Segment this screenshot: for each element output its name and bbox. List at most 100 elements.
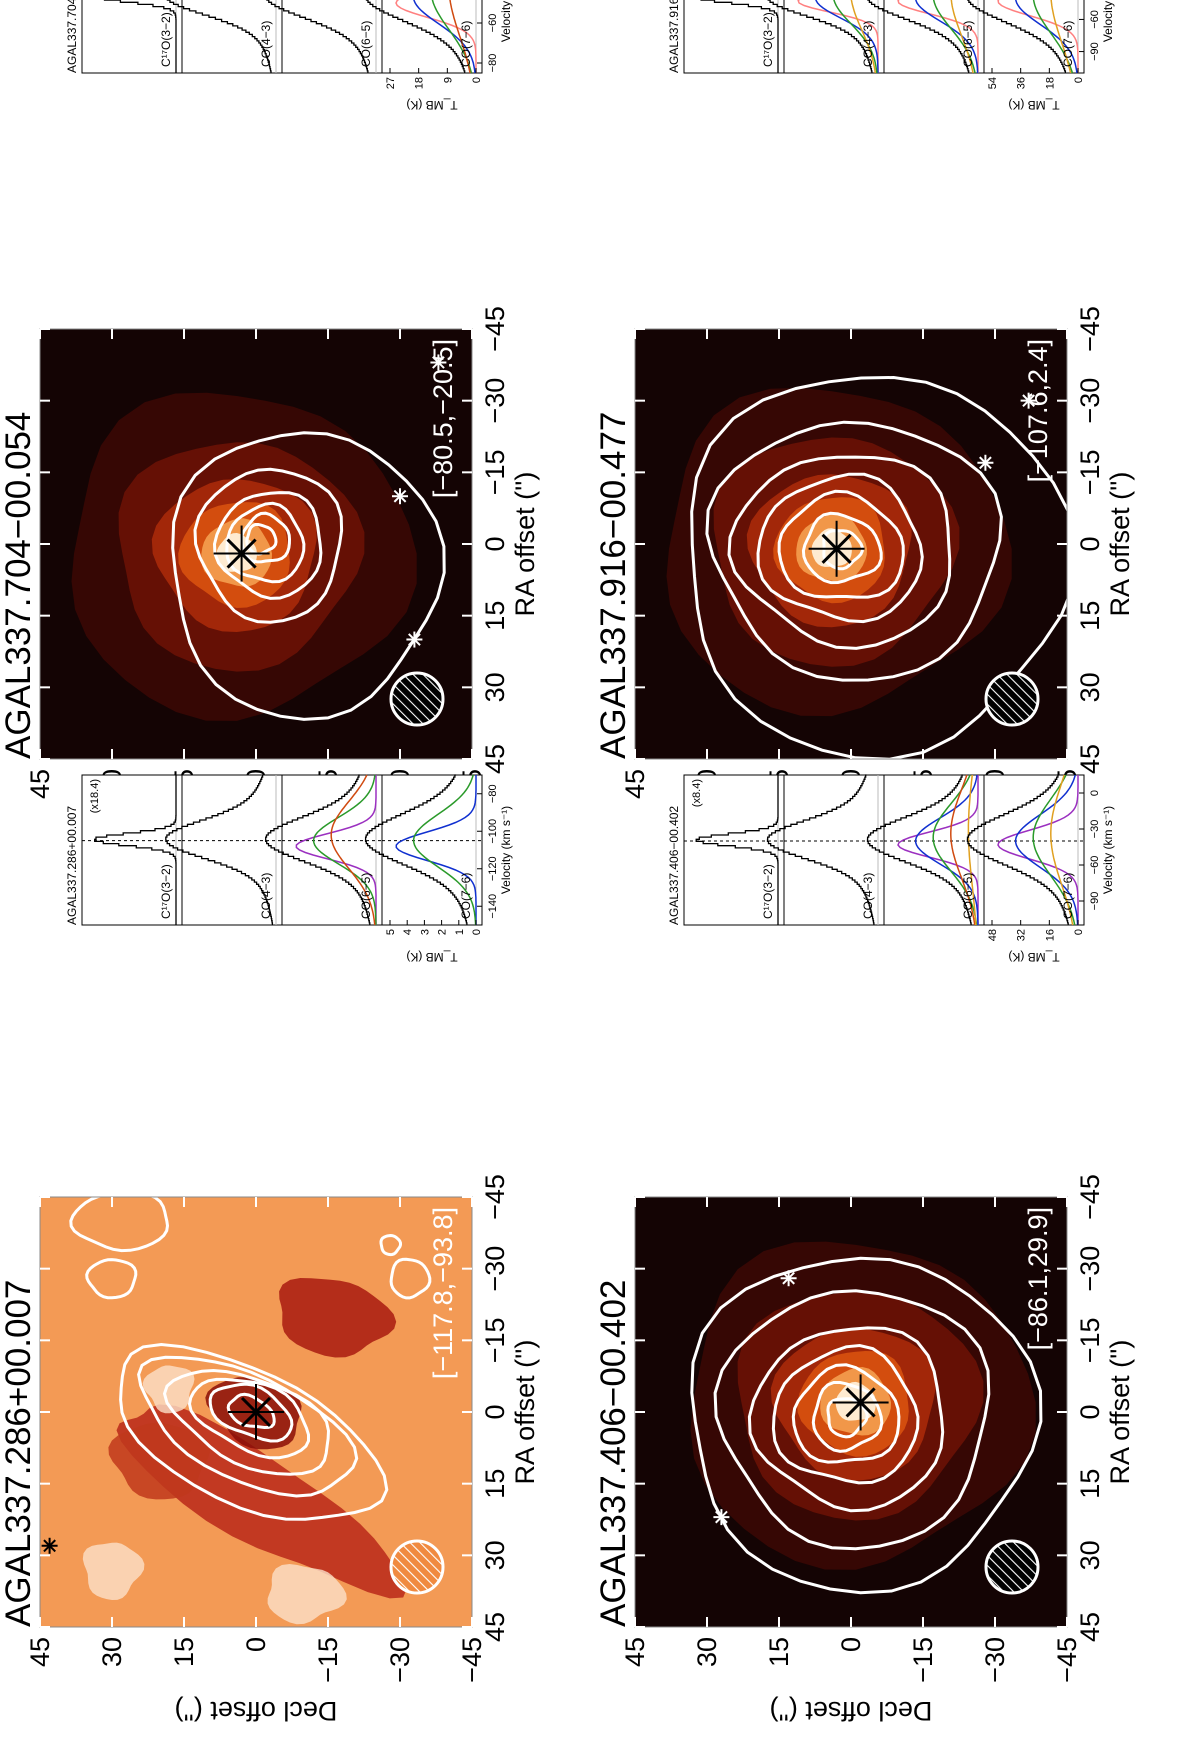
- spectrum-histogram: [165, 0, 272, 73]
- spectrum-line-name: CO(7−6): [1061, 873, 1075, 919]
- x-tick-label: −45: [1075, 1174, 1105, 1220]
- spectrum-row: CO(4−3): [766, 774, 885, 926]
- star-marker: [715, 1510, 728, 1524]
- spectrum-line-name: CO(6−5): [359, 21, 373, 67]
- spectrum-frame: [783, 0, 885, 74]
- spectrum-x-axis-label: Velocity (km s⁻¹): [499, 0, 513, 42]
- velocity-range-label: [−80.5,−20.5]: [428, 339, 458, 498]
- spectrum-histogram: [364, 0, 466, 73]
- x-tick-label: 45: [480, 744, 510, 774]
- spectrum-y-axis-label: T_MB (K): [1008, 950, 1059, 964]
- spectrum-row: CO(4−3): [165, 0, 283, 74]
- spectrum-row: C¹⁷O(3−2): [81, 774, 183, 926]
- y-tick-label: 30: [692, 1637, 722, 1667]
- contour-line: [212, 491, 323, 600]
- x-tick-label: 30: [480, 1540, 510, 1570]
- spectrum-y-tick-label: 54: [987, 77, 999, 89]
- spectrum-row: C¹⁷O(3−2): [81, 0, 183, 74]
- spectrum-line-name: CO(7−6): [459, 21, 473, 67]
- y-tick-label: −15: [313, 1637, 343, 1683]
- spectrum-line-name: C¹⁷O(3−2): [761, 12, 775, 67]
- map-title: AGAL337.406−00.402: [594, 1280, 633, 1627]
- spectra-title: AGAL337.916−00.477: [667, 0, 681, 73]
- contour-line: [756, 472, 924, 624]
- fit-component-line: [412, 774, 477, 926]
- spectrum-row: CO(7−6): [364, 0, 483, 74]
- contour-line: [747, 1326, 945, 1513]
- spectrum-y-tick-label: 32: [1016, 929, 1028, 941]
- x-tick-label: −15: [1075, 449, 1105, 495]
- map-title: AGAL337.286+00.007: [0, 1280, 38, 1627]
- map-panel-4: 4530150−15−30−454530150−15−30−45AGAL337.…: [594, 306, 1135, 858]
- spectrum-x-tick-label: −80: [487, 784, 499, 803]
- spectrum-line-name: CO(7−6): [1061, 21, 1075, 67]
- spectrum-histogram: [94, 775, 177, 925]
- fit-component-line: [1050, 774, 1074, 926]
- spectra-panel-2: C¹⁷O(3−2) CO(4−3) CO(6−5) CO(7−6) AGAL337.40…: [667, 774, 1115, 964]
- x-tick-label: 15: [480, 601, 510, 631]
- x-tick-label: −30: [1075, 1246, 1105, 1292]
- beam-hatched-circle: [389, 1539, 445, 1595]
- spectrum-y-tick-label: 48: [987, 929, 999, 941]
- spectrum-histogram: [766, 774, 875, 925]
- x-tick-label: 45: [1075, 1612, 1105, 1642]
- spectrum-histogram: [866, 774, 972, 925]
- contour-line: [705, 420, 1003, 682]
- spectrum-x-tick-label: −90: [1089, 42, 1101, 61]
- y-tick-label: −30: [980, 1637, 1010, 1683]
- fit-component-line: [914, 774, 979, 925]
- spectrum-row: C¹⁷O(3−2): [683, 0, 785, 74]
- x-tick-label: 30: [1075, 1540, 1105, 1570]
- spectrum-line-name: C¹⁷O(3−2): [159, 12, 173, 67]
- fit-component-line: [1050, 0, 1072, 74]
- fit-component-line: [395, 775, 477, 925]
- contour-line: [777, 489, 905, 599]
- scale-factor-note: (x18.4): [89, 779, 101, 813]
- fit-component-line: [1014, 0, 1078, 74]
- spectrum-frame: [181, 0, 283, 74]
- y-tick-label: 45: [25, 1637, 55, 1667]
- velocity-range-label: [−117.8,−93.8]: [428, 1207, 458, 1379]
- spectrum-row: CO(7−6): [966, 0, 1085, 74]
- spectrum-x-axis-label: Velocity (km s⁻¹): [499, 806, 513, 894]
- x-tick-label: −45: [480, 306, 510, 352]
- spectrum-frame: [381, 0, 483, 74]
- spectrum-row: CO(7−6): [364, 774, 483, 926]
- fit-component-line: [897, 775, 979, 925]
- spectrum-y-tick-label: 27: [385, 77, 397, 89]
- x-tick-label: 30: [480, 672, 510, 702]
- spectra-panel-1: C¹⁷O(3−2) CO(4−3) CO(6−5) CO(7−6) AGAL337.28…: [65, 774, 513, 964]
- x-tick-label: −30: [480, 1246, 510, 1292]
- spectrum-row: CO(4−3): [165, 774, 283, 926]
- spectrum-histogram: [766, 0, 873, 73]
- contour-line: [801, 511, 883, 585]
- x-tick-label: −30: [1075, 378, 1105, 424]
- spectrum-histogram: [866, 0, 970, 73]
- contour-line: [193, 467, 344, 624]
- spectrum-y-tick-label: 3: [419, 929, 431, 935]
- spectrum-x-tick-label: 0: [1089, 790, 1101, 796]
- spectra-title: AGAL337.406−00.402: [667, 806, 681, 925]
- spectrum-row: CO(6−5): [265, 774, 383, 926]
- fit-component-line: [897, 0, 979, 73]
- spectrum-frame: [883, 0, 985, 74]
- y-tick-label: −45: [457, 1637, 487, 1683]
- spectrum-x-tick-label: −120: [487, 856, 499, 881]
- spectrum-line-name: CO(4−3): [861, 21, 875, 67]
- spectrum-y-tick-label: 0: [471, 929, 483, 935]
- spectrum-x-tick-label: −60: [1089, 10, 1101, 29]
- star-marker: [43, 1539, 56, 1553]
- contour-line: [69, 1191, 170, 1253]
- spectrum-y-tick-label: 0: [1073, 929, 1085, 935]
- x-tick-label: 45: [480, 1612, 510, 1642]
- spectrum-y-tick-label: 1: [454, 929, 466, 935]
- contour-line: [811, 1381, 884, 1453]
- x-tick-label: −15: [480, 1317, 510, 1363]
- star-marker: [1022, 394, 1035, 408]
- contour-line: [379, 1233, 402, 1257]
- x-tick-label: 15: [1075, 1469, 1105, 1499]
- fit-component-line: [814, 0, 879, 74]
